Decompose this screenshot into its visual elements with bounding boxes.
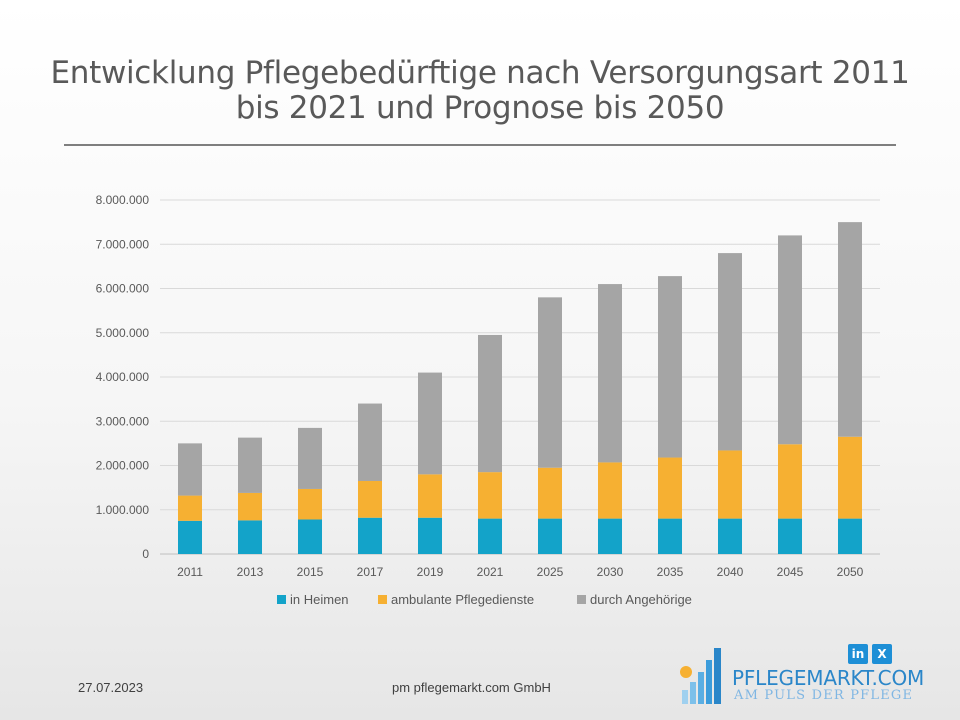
- bar-segment: [238, 437, 262, 493]
- bar-segment: [838, 436, 862, 519]
- bar-segment: [238, 520, 262, 554]
- bar-segment: [658, 276, 682, 458]
- bar-segment: [418, 372, 442, 475]
- gridlines: [160, 199, 880, 555]
- x-tick-label: 2025: [537, 565, 564, 579]
- bars: [178, 222, 862, 554]
- bar-segment: [418, 517, 442, 554]
- linkedin-icon[interactable]: in: [848, 644, 868, 664]
- bar-segment: [778, 235, 802, 445]
- chart-title-line-1: Entwicklung Pflegebedürftige nach Versor…: [50, 55, 910, 91]
- brand-tagline: AM PULS DER PFLEGE: [734, 688, 914, 703]
- y-tick-label: 5.000.000: [96, 326, 150, 340]
- bar-segment: [838, 518, 862, 554]
- footer-company: pm pflegemarkt.com GmbH: [392, 680, 551, 695]
- bar-segment: [298, 488, 322, 520]
- bar-segment: [718, 518, 742, 554]
- bar-segment: [478, 518, 502, 554]
- bar-segment: [838, 222, 862, 437]
- bar-segment: [718, 450, 742, 519]
- bar-segment: [298, 519, 322, 554]
- y-tick-label: 6.000.000: [96, 282, 150, 296]
- bar-segment: [718, 253, 742, 451]
- bar-segment: [358, 480, 382, 518]
- chart-title: Entwicklung Pflegebedürftige nach Versor…: [40, 56, 920, 126]
- chart-title-line-2: bis 2021 und Prognose bis 2050: [235, 90, 725, 126]
- y-tick-label: 0: [142, 547, 149, 561]
- bar-segment: [178, 495, 202, 521]
- legend: in Heimen ambulante Pflegedienste durch An…: [277, 592, 692, 607]
- x-tick-label: 2045: [777, 565, 804, 579]
- bar-segment: [358, 403, 382, 481]
- y-tick-label: 7.000.000: [96, 237, 150, 251]
- y-tick-label: 4.000.000: [96, 370, 150, 384]
- bar-segment: [598, 518, 622, 554]
- x-tick-label: 2021: [477, 565, 504, 579]
- x-tick-label: 2015: [297, 565, 324, 579]
- legend-label: in Heimen: [290, 592, 349, 607]
- bar-segment: [598, 462, 622, 519]
- bar-segment: [538, 518, 562, 554]
- x-tick-label: 2011: [177, 565, 203, 579]
- y-tick-label: 1.000.000: [96, 503, 150, 517]
- x-tick-label: 2050: [837, 565, 864, 579]
- x-axis: 2011 2013 2015 2017 2019 2021 2025 2030 2035 2040…: [177, 565, 864, 579]
- bar-segment: [538, 297, 562, 468]
- legend-swatch: [277, 595, 286, 604]
- xing-icon[interactable]: X: [872, 644, 892, 664]
- legend-label: ambulante Pflegedienste: [391, 592, 534, 607]
- bar-segment: [358, 517, 382, 554]
- bar-segment: [658, 457, 682, 519]
- logo-sun-icon: [680, 666, 692, 678]
- bar-segment: [178, 443, 202, 496]
- bar-segment: [478, 472, 502, 519]
- x-tick-label: 2040: [717, 565, 744, 579]
- bar-segment: [598, 284, 622, 463]
- y-tick-label: 3.000.000: [96, 414, 150, 428]
- bar-segment: [778, 444, 802, 519]
- stacked-bar-chart: 0 1.000.000 2.000.000 3.000.000 4.000.000 5.0…: [96, 193, 880, 607]
- y-tick-label: 2.000.000: [96, 459, 150, 473]
- y-axis: 0 1.000.000 2.000.000 3.000.000 4.000.000 5.0…: [96, 193, 150, 561]
- pflegemarkt-logo: [680, 648, 721, 704]
- legend-swatch: [378, 595, 387, 604]
- bar-segment: [298, 427, 322, 489]
- title-divider: [64, 144, 896, 146]
- bar-segment: [418, 474, 442, 518]
- legend-label: durch Angehörige: [590, 592, 692, 607]
- bar-segment: [658, 518, 682, 554]
- bar-segment: [538, 467, 562, 519]
- x-tick-label: 2019: [417, 565, 444, 579]
- y-tick-label: 8.000.000: [96, 193, 150, 207]
- footer-date: 27.07.2023: [78, 680, 144, 695]
- x-tick-label: 2013: [237, 565, 264, 579]
- x-tick-label: 2017: [357, 565, 384, 579]
- brand-name: PFLEGEMARKT.COM: [732, 666, 925, 690]
- x-tick-label: 2030: [597, 565, 624, 579]
- bar-segment: [778, 518, 802, 554]
- bar-segment: [238, 492, 262, 521]
- legend-swatch: [577, 595, 586, 604]
- bar-segment: [178, 520, 202, 554]
- bar-segment: [478, 334, 502, 473]
- x-tick-label: 2035: [657, 565, 684, 579]
